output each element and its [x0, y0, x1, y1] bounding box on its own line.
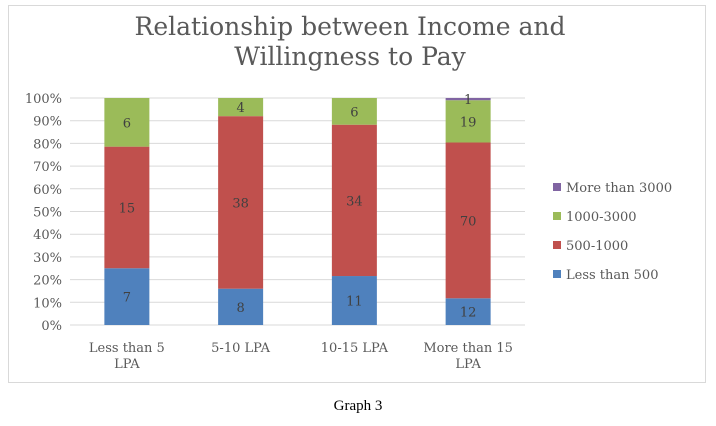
legend-swatch — [553, 270, 561, 278]
x-tick-label: More than 15 — [423, 341, 513, 356]
data-label: 11 — [346, 295, 363, 310]
bar-segment — [445, 142, 491, 299]
data-label: 38 — [232, 196, 249, 211]
x-tick-label: 10-15 LPA — [321, 341, 389, 356]
legend-label: 1000-3000 — [566, 210, 637, 225]
bar-segment — [445, 100, 491, 143]
bar-segment — [218, 98, 264, 117]
y-tick-label: 90% — [33, 115, 62, 130]
bar-segment — [331, 276, 377, 325]
data-label: 12 — [460, 306, 477, 321]
legend-swatch — [553, 241, 561, 249]
chart-title: Relationship between Income and Willingn… — [134, 12, 566, 71]
y-tick-label: 60% — [33, 183, 62, 198]
x-tick-label: LPA — [455, 357, 481, 372]
x-tick-label: 5-10 LPA — [211, 341, 271, 356]
legend-label: Less than 500 — [566, 268, 658, 283]
y-tick-label: 20% — [33, 274, 62, 289]
data-label: 4 — [236, 101, 244, 116]
bar-segment — [104, 268, 150, 325]
data-label: 15 — [119, 201, 136, 216]
bar-segment — [331, 98, 377, 125]
data-label: 6 — [350, 105, 358, 120]
data-label: 70 — [460, 214, 477, 229]
data-label: 1 — [464, 93, 472, 108]
bar-segment — [218, 116, 264, 289]
figure-caption: Graph 3 — [333, 398, 383, 414]
chart-plot: 0% 10% 20% 30% 40% 50% 60% 70% 80% 90% 100% 7 15 6 Les… — [25, 92, 672, 372]
y-tick-label: 50% — [33, 206, 62, 221]
y-tick-label: 70% — [33, 160, 62, 175]
bar-segment — [331, 124, 377, 277]
bar-segment — [445, 298, 491, 325]
x-tick-label: LPA — [114, 357, 140, 372]
legend-label: More than 3000 — [566, 181, 672, 196]
x-tick-label: Less than 5 — [89, 341, 165, 356]
y-tick-label: 100% — [25, 92, 62, 107]
bar-segment — [104, 98, 150, 147]
data-label: 34 — [346, 194, 363, 209]
y-tick-label: 10% — [33, 296, 62, 311]
y-tick-label: 80% — [33, 137, 62, 152]
bar-segment — [218, 288, 264, 325]
bar-segment — [104, 146, 150, 269]
y-tick-label: 40% — [33, 228, 62, 243]
data-label: 6 — [123, 116, 131, 131]
data-label: 8 — [236, 301, 244, 316]
y-tick-label: 0% — [41, 319, 62, 334]
bar-segment — [445, 98, 491, 101]
y-tick-label: 30% — [33, 251, 62, 266]
data-label: 19 — [460, 115, 477, 130]
legend-label: 500-1000 — [566, 239, 628, 254]
legend-swatch — [553, 183, 561, 191]
data-label: 7 — [123, 291, 131, 306]
legend-swatch — [553, 212, 561, 220]
